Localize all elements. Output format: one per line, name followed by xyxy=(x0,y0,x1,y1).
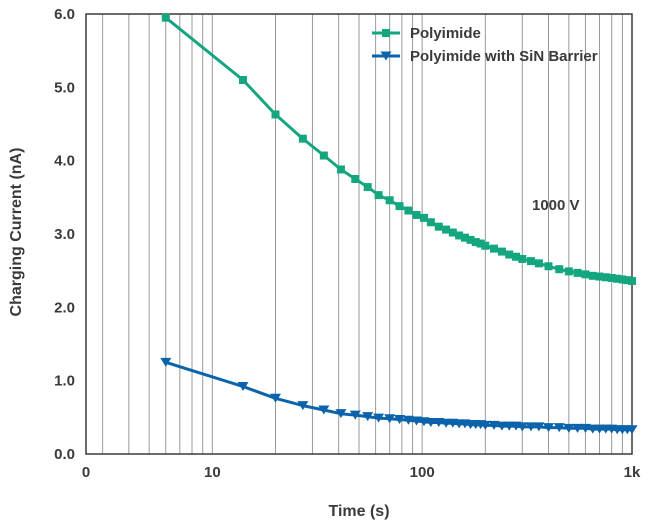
data-point-polyimide xyxy=(555,265,564,274)
data-point-polyimide xyxy=(374,191,383,200)
data-point-polyimide xyxy=(385,196,394,205)
y-tick-label: 6.0 xyxy=(54,6,75,23)
series-layer xyxy=(160,13,638,435)
data-point-polyimide-sin xyxy=(572,423,584,433)
data-point-polyimide-sin xyxy=(318,405,330,415)
data-point-polyimide-sin xyxy=(525,422,537,432)
legend: Polyimide Polyimide with SiN Barrier xyxy=(372,25,598,65)
x-tick-label: 100 xyxy=(410,464,435,481)
data-point-polyimide xyxy=(351,175,360,183)
x-tick-label: 0 xyxy=(82,464,90,481)
y-axis-title: Charging Current (nA) xyxy=(8,148,25,317)
data-point-polyimide-sin xyxy=(362,412,374,422)
data-point-polyimide xyxy=(434,222,443,231)
data-point-polyimide-sin xyxy=(533,422,545,432)
data-point-polyimide-sin xyxy=(297,401,309,411)
data-point-polyimide xyxy=(481,241,490,250)
data-point-polyimide xyxy=(426,218,435,227)
y-tick-label: 5.0 xyxy=(54,79,75,96)
data-point-polyimide-sin xyxy=(269,393,281,403)
data-point-polyimide xyxy=(534,259,543,268)
x-tick-label: 1k xyxy=(624,464,641,481)
legend-marker-polyimide xyxy=(382,29,390,37)
data-point-polyimide xyxy=(404,206,413,215)
data-point-polyimide-sin xyxy=(563,423,575,433)
data-point-polyimide xyxy=(238,76,247,84)
legend-marker-polyimide-sin xyxy=(380,51,392,61)
data-point-polyimide xyxy=(460,233,469,242)
data-point-polyimide-sin xyxy=(402,415,414,425)
y-tick-label: 3.0 xyxy=(54,226,75,243)
data-point-polyimide xyxy=(618,275,627,284)
data-point-polyimide-sin xyxy=(373,413,385,423)
data-point-polyimide xyxy=(601,273,610,282)
data-point-polyimide xyxy=(448,228,457,237)
data-point-polyimide xyxy=(581,270,590,279)
data-point-polyimide xyxy=(419,213,428,222)
data-point-polyimide xyxy=(363,183,372,192)
data-point-polyimide xyxy=(588,271,597,280)
data-point-polyimide xyxy=(336,165,345,174)
data-point-polyimide-sin xyxy=(349,410,361,420)
data-point-polyimide xyxy=(511,252,520,261)
data-point-polyimide-sin xyxy=(496,421,508,431)
y-tick-label: 2.0 xyxy=(54,299,75,316)
data-point-polyimide xyxy=(573,268,582,277)
vertical-grid-lines xyxy=(102,14,623,454)
voltage-annotation: 1000 V xyxy=(532,197,580,214)
data-point-polyimide-sin xyxy=(479,420,491,430)
x-axis-title: Time (s) xyxy=(328,503,389,520)
data-point-polyimide xyxy=(564,267,573,276)
data-point-polyimide xyxy=(442,225,451,234)
data-point-polyimide-sin xyxy=(160,357,172,367)
data-point-polyimide xyxy=(526,257,535,266)
data-point-polyimide xyxy=(623,276,632,285)
data-point-polyimide xyxy=(497,247,506,256)
legend-label-polyimide: Polyimide xyxy=(410,25,481,42)
data-point-polyimide-sin xyxy=(488,420,500,430)
legend-item-polyimide: Polyimide xyxy=(372,25,481,42)
y-tick-label: 1.0 xyxy=(54,373,75,390)
data-point-polyimide xyxy=(271,110,280,119)
data-point-polyimide-sin xyxy=(237,382,249,392)
data-point-polyimide xyxy=(595,272,604,281)
data-point-polyimide-sin xyxy=(394,415,406,425)
legend-label-polyimide-sin: Polyimide with SiN Barrier xyxy=(410,48,598,65)
data-point-polyimide-sin xyxy=(384,414,396,424)
data-point-polyimide-sin xyxy=(335,409,347,419)
data-point-polyimide xyxy=(455,231,464,240)
data-point-polyimide xyxy=(490,244,499,253)
data-point-polyimide xyxy=(628,276,636,285)
data-point-polyimide xyxy=(607,274,616,282)
data-point-polyimide-sin xyxy=(516,422,528,432)
data-point-polyimide xyxy=(518,254,527,263)
legend-item-polyimide-sin: Polyimide with SiN Barrier xyxy=(372,48,598,65)
data-point-polyimide xyxy=(298,134,307,143)
data-point-polyimide-sin xyxy=(626,425,638,435)
data-point-polyimide-sin xyxy=(553,423,565,433)
data-point-polyimide xyxy=(395,202,404,211)
data-point-polyimide xyxy=(544,262,553,271)
data-point-polyimide xyxy=(613,274,622,283)
y-tick-label: 0.0 xyxy=(54,446,75,463)
data-point-polyimide xyxy=(505,250,514,259)
data-point-polyimide xyxy=(319,151,328,160)
data-point-polyimide-sin xyxy=(425,417,437,427)
plot-frame xyxy=(85,13,633,455)
data-point-polyimide xyxy=(476,239,485,248)
x-tick-label: 10 xyxy=(204,464,221,481)
tick-labels: 0.0 1.0 2.0 3.0 4.0 5.0 6.0 0 10 100 1k xyxy=(54,6,641,481)
data-point-polyimide-sin xyxy=(542,423,554,433)
data-point-polyimide xyxy=(466,235,475,244)
y-tick-label: 4.0 xyxy=(54,153,75,170)
data-point-polyimide-sin xyxy=(411,416,423,426)
data-point-polyimide xyxy=(412,210,421,219)
data-point-polyimide xyxy=(161,13,170,22)
data-point-polyimide xyxy=(471,238,480,247)
